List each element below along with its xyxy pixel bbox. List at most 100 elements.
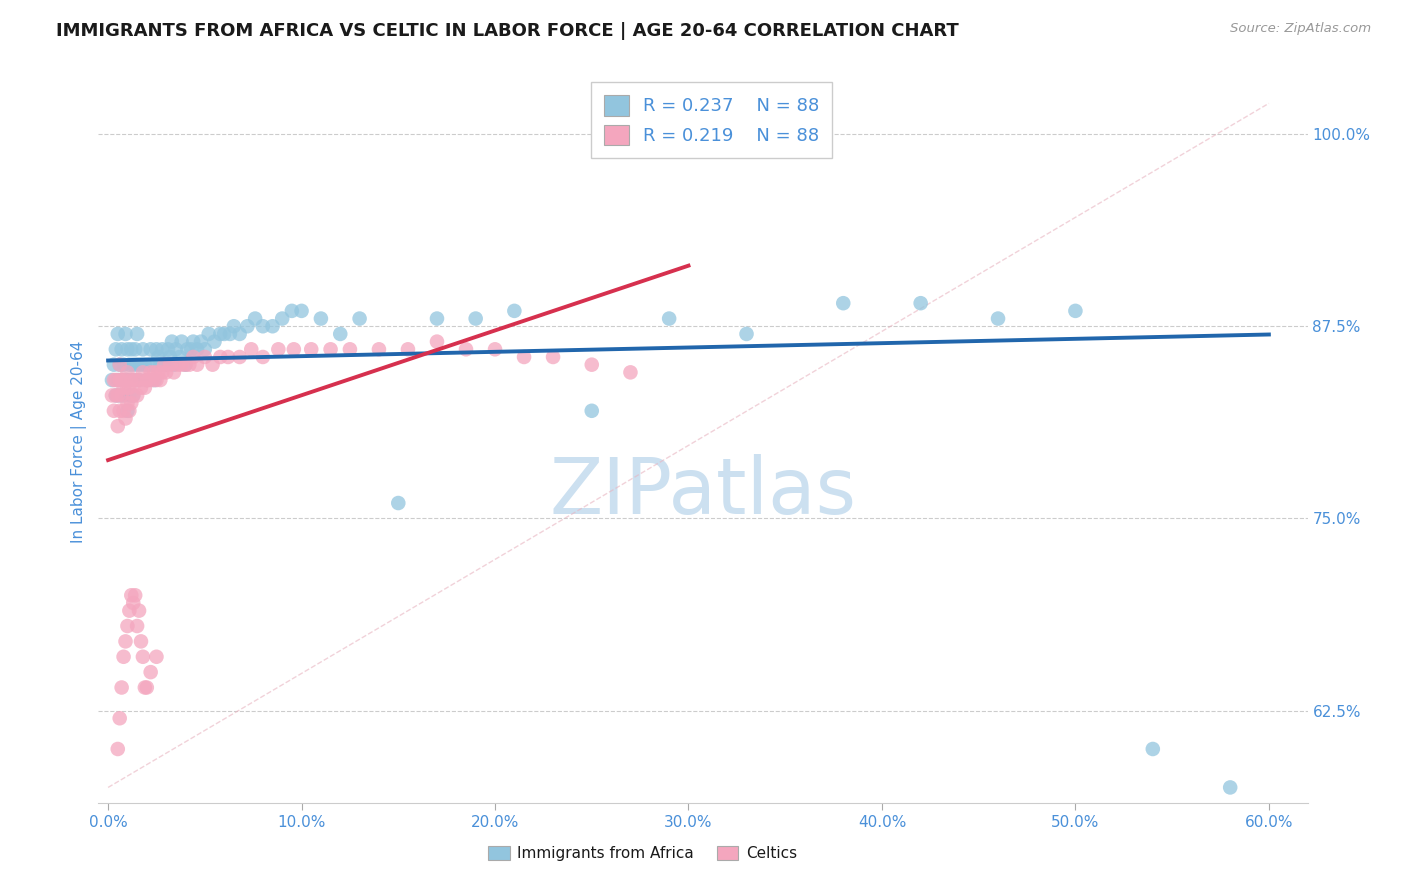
Point (107, 373, 129, 387)
Point (179, 358, 201, 372)
Point (124, 588, 146, 602)
Point (169, 350, 191, 364)
Point (103, 358, 125, 372)
Point (128, 373, 150, 387)
Y-axis label: In Labor Force | Age 20-64: In Labor Force | Age 20-64 (72, 341, 87, 542)
Point (190, 334, 212, 349)
Point (104, 343, 127, 357)
Point (387, 496, 409, 510)
Point (204, 334, 226, 349)
Point (484, 343, 506, 357)
Point (132, 649, 155, 664)
Point (114, 326, 136, 341)
Point (180, 343, 202, 357)
Point (128, 373, 150, 387)
Point (134, 681, 156, 695)
Point (1142, 742, 1164, 756)
Point (117, 373, 139, 387)
Point (103, 373, 125, 387)
Point (503, 304, 526, 318)
Point (138, 373, 160, 387)
Point (108, 373, 131, 387)
Point (339, 343, 361, 357)
Point (299, 343, 322, 357)
Point (139, 665, 162, 680)
Point (127, 388, 149, 402)
Point (112, 388, 135, 402)
Point (283, 343, 305, 357)
Point (132, 365, 155, 379)
Text: ZIPatlas: ZIPatlas (550, 454, 856, 530)
Point (910, 296, 932, 310)
Point (139, 343, 162, 357)
Point (581, 358, 603, 372)
Point (209, 350, 232, 364)
Point (262, 319, 284, 334)
Point (134, 381, 156, 395)
Point (124, 373, 146, 387)
Point (145, 373, 167, 387)
Point (107, 742, 129, 756)
Point (103, 404, 125, 418)
Point (1064, 304, 1087, 318)
Point (124, 343, 146, 357)
Point (148, 365, 170, 379)
Point (426, 334, 449, 349)
Point (117, 381, 139, 395)
Point (271, 311, 294, 326)
Point (124, 373, 146, 387)
Point (111, 343, 134, 357)
Point (112, 404, 135, 418)
Point (122, 358, 145, 372)
Point (157, 343, 180, 357)
Point (107, 388, 129, 402)
Point (135, 373, 157, 387)
Point (159, 358, 181, 372)
Point (120, 343, 142, 357)
Point (150, 343, 173, 357)
Point (129, 634, 152, 648)
Point (163, 358, 186, 372)
Point (170, 334, 193, 349)
Point (217, 350, 239, 364)
Point (108, 404, 131, 418)
Point (396, 343, 419, 357)
Point (159, 350, 181, 364)
Point (135, 373, 157, 387)
Point (114, 411, 136, 425)
Point (112, 358, 135, 372)
Point (219, 326, 242, 341)
Point (111, 388, 134, 402)
Point (163, 365, 186, 379)
Point (150, 365, 173, 379)
Text: Source: ZipAtlas.com: Source: ZipAtlas.com (1230, 22, 1371, 36)
Point (108, 711, 131, 725)
Point (122, 388, 145, 402)
Point (281, 304, 304, 318)
Point (118, 381, 141, 395)
Point (832, 296, 855, 310)
Point (127, 619, 149, 633)
Point (142, 373, 165, 387)
Point (101, 373, 124, 387)
Point (138, 358, 160, 372)
Point (117, 343, 139, 357)
Point (127, 358, 149, 372)
Point (212, 326, 235, 341)
Point (228, 326, 250, 341)
Point (132, 343, 155, 357)
Point (118, 358, 141, 372)
Point (122, 388, 145, 402)
Point (186, 343, 208, 357)
Point (368, 343, 391, 357)
Point (111, 681, 134, 695)
Point (120, 373, 142, 387)
Text: IMMIGRANTS FROM AFRICA VS CELTIC IN LABOR FORCE | AGE 20-64 CORRELATION CHART: IMMIGRANTS FROM AFRICA VS CELTIC IN LABO… (56, 22, 959, 40)
Point (112, 381, 135, 395)
Point (209, 326, 232, 341)
Point (139, 365, 162, 379)
Point (174, 358, 197, 372)
Point (117, 396, 139, 410)
Point (143, 373, 166, 387)
Point (108, 358, 131, 372)
